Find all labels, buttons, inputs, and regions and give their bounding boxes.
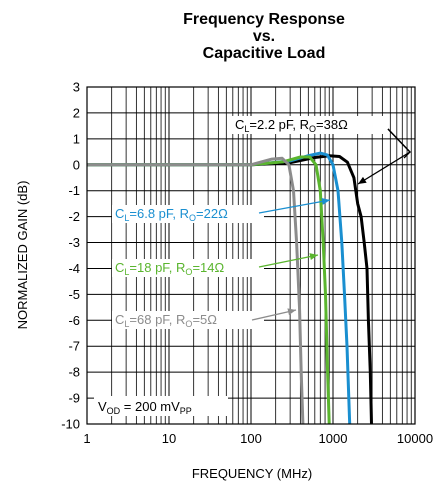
series-label-0-part: =2.2 pF, [249,117,299,132]
y-tick-label: -8 [68,365,80,380]
series-label-3-part: O [185,319,192,329]
leader-line-0-secondary [387,128,411,159]
x-axis-label: FREQUENCY (MHz) [192,466,312,481]
series-label-3-part: =5Ω [192,312,217,327]
series-label-background [232,116,385,134]
series-line-0 [87,154,373,425]
chart-title-line: vs. [253,28,275,45]
y-tick-label: -10 [61,417,80,432]
y-tick-labels: 3 2 1 0 -1 -2 -3 -4 -5 -6 -7 -8 -9 -10 [61,80,80,432]
leader-arrowhead-2 [309,253,318,261]
y-tick-label: 3 [73,80,80,95]
leader-line-2 [258,254,319,268]
chart-title-line: Frequency Response [183,11,345,28]
series-label-1-part: =6.8 pF, [129,206,179,221]
annotation-background [94,396,228,416]
y-tick-label: -4 [68,261,80,276]
series-label-0: CL=2.2 pF, RO=38Ω [235,117,348,134]
leader-arrowhead-0 [358,176,367,184]
y-tick-label: -3 [68,235,80,250]
y-tick-label: -9 [68,391,80,406]
series-label-2: CL=18 pF, RO=14Ω [115,260,224,277]
y-tick-label: 2 [73,105,80,120]
series-label-background [112,311,264,329]
y-axis-label: NORMALIZED GAIN (dB) [15,181,30,330]
series-label-background [112,205,264,223]
y-tick-label: 1 [73,131,80,146]
series-label-3-part: C [115,312,124,327]
series-line-3 [87,156,305,425]
y-tick-label: -2 [68,209,80,224]
y-tick-label: -6 [68,313,80,328]
x-tick-label: 1 [83,431,90,446]
y-tick-label: 0 [73,157,80,172]
series-label-2-part: O [185,267,192,277]
series-line-2 [87,155,331,425]
series-label-2-part: L [124,267,129,277]
x-tick-label: 100 [240,431,262,446]
series-label-2-part: =14Ω [192,260,224,275]
leader-line-1 [258,199,331,214]
vod-annotation-part: = 200 mV [120,399,180,414]
vod-annotation-part: OD [107,406,121,416]
series-label-0-part: L [244,124,249,134]
series-label-3: CL=68 pF, RO=5Ω [115,312,217,329]
series-label-0-part: =38Ω [316,117,348,132]
series-label-3-part: L [124,319,129,329]
leader-arrowhead-3 [287,308,296,316]
series-label-0-part: R [300,117,309,132]
series-label-1-part: L [124,213,129,223]
series-label-0-part: C [235,117,244,132]
x-tick-label: 1000 [319,431,348,446]
series-label-3-part: R [176,312,185,327]
series-label-1-part: C [115,206,124,221]
y-tick-label: -5 [68,287,80,302]
series-group [87,151,373,425]
x-tick-label: 10 [162,431,176,446]
y-tick-label: -7 [68,339,80,354]
series-label-1-part: R [180,206,189,221]
vod-annotation-part: V [98,399,107,414]
series-label-1-part: =22Ω [196,206,228,221]
series-label-1: CL=6.8 pF, RO=22Ω [115,206,228,223]
vod-annotation-part: PP [180,406,192,416]
series-label-2-part: R [176,260,185,275]
vod-annotation: VOD = 200 mVPP [98,399,192,416]
chart-title-line: Capacitive Load [203,45,326,62]
series-label-3-part: =68 pF, [129,312,176,327]
series-label-2-part: =18 pF, [129,260,176,275]
plot-frame [86,86,416,425]
leader-arrowhead-1 [321,197,330,205]
series-label-1-part: O [189,213,196,223]
x-tick-labels: 1 10 100 1000 10000 [83,431,433,446]
y-tick-label: -1 [68,183,80,198]
series-label-background [112,259,264,277]
series-label-2-part: C [115,260,124,275]
x-tick-label: 10000 [397,431,433,446]
series-label-0-part: O [309,124,316,134]
